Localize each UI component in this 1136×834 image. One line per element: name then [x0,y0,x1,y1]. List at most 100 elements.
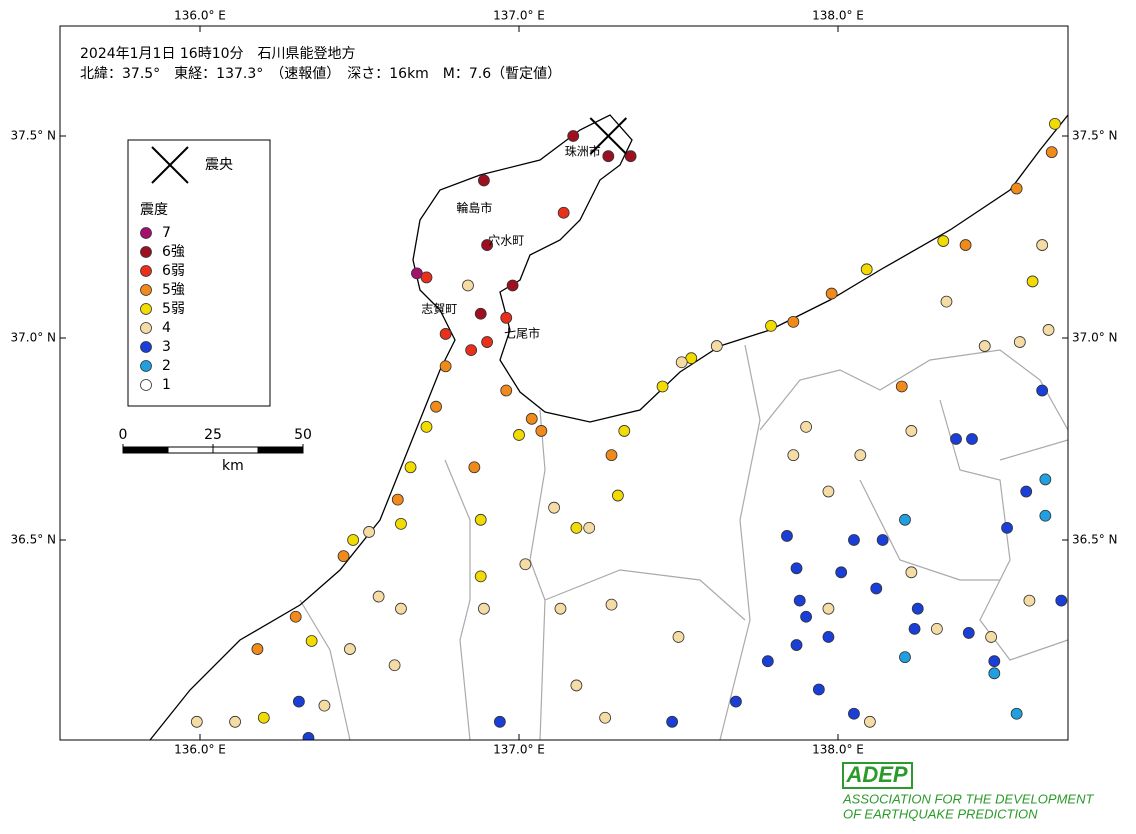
borders [299,344,1068,740]
legend-label: 1 [162,377,171,393]
scale-unit: km [222,458,244,474]
station [474,570,487,583]
station [937,235,950,247]
station [985,631,998,643]
legend-label: 2 [162,358,171,374]
lon-tick-label: 137.0° E [493,743,545,757]
station [978,340,991,352]
station [1049,117,1061,130]
station [800,610,812,623]
station [790,562,803,575]
lon-tick-label: 137.0° E [493,9,545,23]
header-line: 2024年1月1日 16時10分 石川県能登地方 [80,46,356,62]
lat-tick-label: 37.5° N [1072,129,1118,143]
station [1023,594,1036,607]
station [557,206,570,219]
legend-swatch [140,379,152,391]
station [624,150,637,163]
station [618,425,631,437]
station [481,336,494,348]
station [848,707,860,720]
station [905,566,918,579]
station [1026,275,1039,288]
logo-box [842,762,913,789]
station [959,239,972,251]
legend-swatch [140,341,152,353]
station [605,598,618,611]
station [420,271,433,284]
station [506,279,519,292]
legend-title: 震度 [140,202,168,218]
station [583,521,596,534]
station [468,461,481,474]
station [1045,146,1058,159]
legend-label: 3 [162,339,171,355]
station [404,461,417,474]
station [1036,239,1049,251]
station [251,643,264,655]
legend-label: 5強 [162,282,185,298]
station [344,643,356,655]
station [761,655,774,668]
lat-tick-label: 37.5° N [10,129,56,143]
logo-line: OF EARTHQUAKE PREDICTION [843,806,1038,821]
station [962,627,975,639]
station [548,501,560,514]
station [605,449,618,462]
station [800,420,812,433]
station [825,287,838,300]
station [905,425,918,437]
station [1042,324,1055,336]
epicenter [589,117,628,155]
station [474,513,487,526]
station [229,715,241,728]
legend-swatch [140,246,152,258]
legend-swatch [140,303,152,315]
station [420,420,433,433]
legend-label: 6弱 [162,263,185,279]
scale-label: 25 [204,427,222,443]
station [395,602,407,615]
station [730,695,742,708]
station [966,433,978,445]
station [988,655,1001,668]
station [481,239,494,251]
lat-tick-label: 37.0° N [10,331,56,345]
station [190,715,203,728]
city-label: 珠洲市 [565,144,601,159]
station [519,558,532,571]
station [257,711,270,724]
station [1020,485,1033,498]
station [787,449,800,462]
station [835,566,848,579]
station [318,699,331,712]
frame [59,25,1069,741]
station [554,602,567,615]
station [395,517,407,530]
station [478,602,490,615]
station [864,715,876,728]
station [908,622,921,635]
lat-tick-label: 36.5° N [1072,533,1118,547]
station [899,513,911,526]
station [870,582,883,595]
station [372,590,385,603]
station [500,311,513,324]
station [391,493,404,506]
lat-tick-label: 37.0° N [1072,331,1118,345]
station [513,429,525,441]
scale-segment [257,446,304,454]
station [1010,182,1023,195]
station [822,631,835,643]
station [1010,707,1023,720]
station [500,384,513,397]
scale-segment [122,446,169,454]
station [1055,594,1068,607]
lat-tick-label: 36.5° N [10,533,56,547]
station [988,667,1001,680]
station [793,594,806,607]
station [525,412,538,425]
station [765,319,777,332]
stations [190,117,1068,740]
